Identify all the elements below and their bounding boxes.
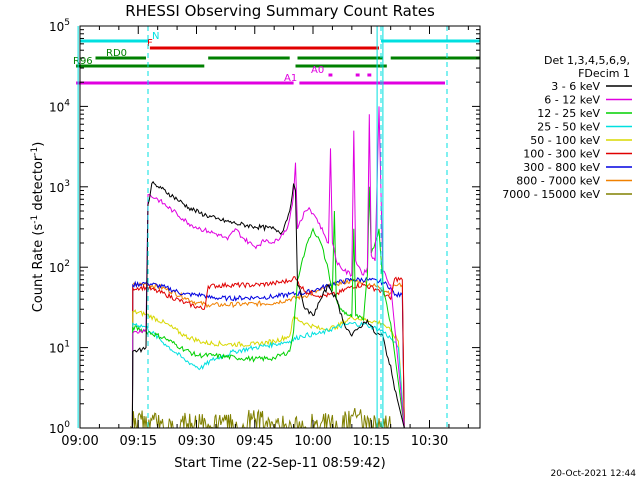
x-axis-label: Start Time (22-Sep-11 08:59:42) [174,456,385,471]
legend-label-3: 25 - 50 keV [537,121,600,134]
series-line-8 [131,180,405,428]
flag-label-A1: A1 [284,73,297,84]
legend-label-8: 7000 - 15000 keV [502,188,600,201]
flag-label-A0: A0 [311,65,324,76]
x-tick-label-4: 10:00 [294,434,331,449]
series-line-2 [131,276,405,428]
plot-frame [79,25,481,429]
series-line-0 [130,407,392,428]
vertical-lines [77,26,448,428]
y-tick-label-1: 101 [49,340,70,356]
y-tick-label-5: 105 [49,18,70,34]
series-line-1 [131,278,405,428]
axes: 09:00 09:15 09:30 09:45 10:00 10:15 10:30 100 10… [49,18,480,449]
legend-label-0: 3 - 6 keV [551,80,600,93]
flag-bars: NF RD0 R96 A0 A1 [73,31,480,85]
legend-label-2: 12 - 25 keV [537,107,600,120]
legend-header-1: FDecim 1 [578,67,630,80]
x-tick-label-1: 09:15 [120,434,157,449]
y-tick-label-4: 104 [49,98,70,114]
series-line-7 [131,106,405,428]
y-tick-label-3: 103 [49,179,70,195]
series-line-3 [131,276,405,428]
series-layer [130,106,405,428]
y-tick-label-0: 100 [49,420,70,436]
legend-label-4: 50 - 100 keV [530,134,600,147]
x-tick-label-2: 09:30 [178,434,215,449]
legend-label-7: 800 - 7000 keV [516,175,600,188]
y-tick-label-2: 102 [49,259,70,275]
legend-label-5: 100 - 300 keV [523,148,600,161]
chart-title: RHESSI Observing Summary Count Rates [125,2,435,20]
x-tick-label-0: 09:00 [61,434,98,449]
flag-label-F: F [147,38,153,49]
series-line-5 [131,321,405,428]
x-tick-label-5: 10:15 [353,434,390,449]
legend-label-1: 6 - 12 keV [544,94,600,107]
series-line-6 [131,186,405,428]
legend-header-0: Det 1,3,4,5,6,9, [544,54,630,67]
flag-label-N: N [152,31,159,42]
timestamp: 20-Oct-2021 12:44 [551,469,637,479]
legend-label-6: 300 - 800 keV [523,161,600,174]
flag-label-R96: R96 [73,56,93,67]
flag-label-RD0: RD0 [106,48,127,59]
x-tick-label-6: 10:30 [411,434,448,449]
y-axis-label: Count Rate (s-1 detector-1) [30,142,46,313]
x-tick-label-3: 09:45 [236,434,273,449]
series-line-4 [131,309,405,428]
